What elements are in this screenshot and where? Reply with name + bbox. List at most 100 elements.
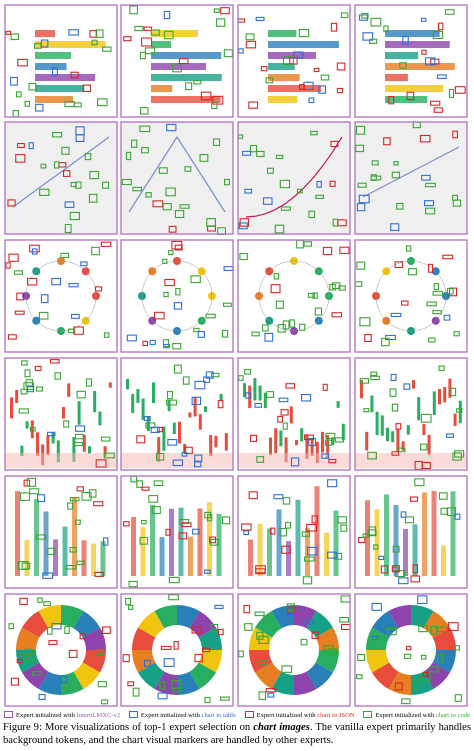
expert-box (5, 262, 11, 269)
expert-box (359, 317, 371, 327)
expert-box (419, 673, 431, 683)
expert-box (197, 331, 205, 338)
candle (412, 380, 415, 389)
panel-border (354, 239, 468, 353)
expert-box (238, 650, 244, 658)
expert-box (421, 461, 431, 470)
donut-segment (177, 605, 200, 629)
expert-box (101, 626, 111, 634)
panel-background (121, 240, 233, 352)
expert-box (7, 334, 17, 340)
expert-box (222, 302, 232, 307)
expert-box (398, 577, 409, 585)
expert-box (181, 452, 188, 457)
candle (77, 401, 81, 425)
expert-box (91, 39, 98, 46)
expert-box (185, 82, 193, 91)
expert-box (125, 597, 132, 606)
ring (141, 260, 213, 332)
expert-box (76, 390, 86, 399)
expert-box (29, 244, 40, 253)
candle (56, 440, 60, 463)
expert-box (17, 142, 25, 149)
expert-box (160, 645, 172, 650)
expert-box (172, 459, 184, 467)
bar (15, 491, 20, 576)
expert-box (316, 180, 322, 188)
expert-box (96, 29, 104, 38)
expert-box (199, 153, 209, 162)
expert-box (16, 91, 22, 98)
expert-box (243, 604, 251, 614)
expert-box (166, 399, 177, 406)
expert-box (289, 319, 296, 328)
legend-name: chart to code (435, 712, 470, 719)
bar (248, 539, 253, 576)
expert-box (424, 207, 436, 215)
expert-box (400, 511, 407, 518)
volume (355, 453, 467, 468)
expert-box (53, 161, 60, 169)
donut-segment (16, 627, 40, 650)
expert-box (393, 161, 399, 166)
expert-box (95, 286, 103, 292)
expert-box (31, 248, 38, 255)
expert-box (16, 292, 24, 301)
expert-box (193, 327, 200, 333)
expert-box (334, 437, 344, 443)
expert-box (385, 334, 396, 341)
expert-box (273, 272, 279, 280)
bar (24, 540, 30, 576)
expert-box (178, 518, 190, 525)
bar (393, 504, 399, 576)
donut-segment (82, 627, 106, 650)
expert-box (280, 409, 289, 416)
expert-box (168, 594, 179, 601)
candle (30, 420, 34, 439)
candle (167, 399, 171, 412)
panel (354, 121, 468, 235)
expert-box (255, 16, 265, 22)
candle (141, 398, 145, 420)
expert-box (394, 682, 403, 691)
expert-box (24, 100, 30, 107)
expert-box (454, 450, 465, 458)
expert-box (131, 139, 138, 148)
panel (120, 357, 234, 471)
expert-box (367, 451, 377, 460)
candle (406, 425, 410, 435)
panel (120, 475, 234, 589)
expert-box (184, 166, 192, 172)
expert-box (452, 199, 462, 207)
expert-box (19, 597, 28, 606)
panel (354, 357, 468, 471)
expert-box (407, 268, 417, 276)
candle (453, 413, 457, 426)
expert-box (362, 533, 371, 538)
expert-box (364, 333, 372, 343)
expert-box (37, 494, 46, 503)
expert-box (159, 681, 166, 690)
expert-box (190, 275, 201, 284)
expert-box (203, 569, 211, 574)
expert-box (74, 519, 81, 525)
candle (82, 434, 86, 452)
panel-background (121, 476, 233, 588)
expert-box (62, 170, 71, 177)
expert-box (103, 537, 109, 546)
expert-box (145, 192, 152, 198)
expert-box (173, 302, 183, 310)
expert-box (220, 696, 230, 701)
expert-box (327, 479, 338, 488)
expert-box (270, 284, 281, 294)
expert-box (405, 245, 412, 252)
expert-box (27, 277, 38, 286)
expert-box (423, 671, 429, 677)
expert-box (163, 291, 169, 298)
expert-box (103, 452, 115, 459)
bar (333, 510, 339, 576)
expert-box (40, 163, 47, 169)
expert-box (148, 495, 159, 503)
expert-box (454, 86, 466, 94)
expert-box (141, 519, 147, 525)
